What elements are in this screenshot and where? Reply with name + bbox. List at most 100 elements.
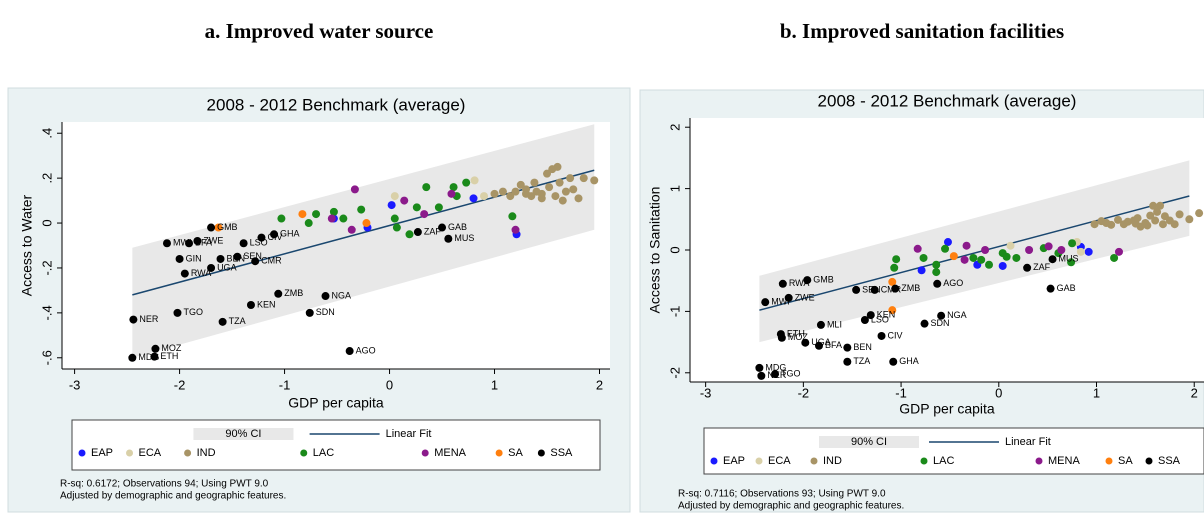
point-label: TZA <box>229 316 246 326</box>
point <box>1114 215 1123 224</box>
point-label: CMR <box>881 284 902 294</box>
panel-title: a. Improved water source <box>205 19 434 43</box>
point <box>462 178 471 187</box>
point-label: GAB <box>1057 283 1076 293</box>
point-label: GMB <box>813 274 834 284</box>
point <box>150 352 159 361</box>
y-tick-label: -2 <box>667 367 682 379</box>
point-label: CMR <box>261 256 282 266</box>
point-label: LSO <box>250 238 268 248</box>
legend-marker <box>300 449 308 457</box>
point <box>778 279 787 288</box>
point <box>1025 246 1034 254</box>
x-tick-label: -3 <box>700 385 712 400</box>
point <box>932 268 941 277</box>
point <box>1156 201 1165 210</box>
legend-label: Linear Fit <box>1005 436 1051 448</box>
note: R-sq: 0.6172; Observations 94; Using PWT… <box>60 479 269 490</box>
point-label: RWA <box>191 268 212 278</box>
point <box>801 338 810 347</box>
legend-marker <box>126 449 134 457</box>
point <box>434 203 443 212</box>
point <box>755 363 764 372</box>
point <box>561 187 570 196</box>
point <box>917 266 926 275</box>
point <box>937 311 946 320</box>
ci-band <box>759 160 1190 343</box>
point <box>412 203 421 212</box>
point <box>843 343 852 352</box>
legend-box <box>71 419 601 471</box>
point <box>350 185 359 194</box>
point <box>447 189 456 198</box>
point <box>933 279 942 288</box>
point <box>761 298 770 307</box>
point <box>345 347 354 356</box>
point <box>543 169 552 178</box>
point <box>129 315 138 324</box>
point-label: TGO <box>183 307 203 317</box>
point <box>1170 220 1179 229</box>
point <box>516 180 525 189</box>
point-label: GHA <box>280 229 300 239</box>
point <box>180 269 189 278</box>
legend-label: MENA <box>1048 455 1080 467</box>
point-label: BFA <box>825 340 842 350</box>
point <box>530 178 539 187</box>
point <box>422 183 431 192</box>
point <box>1195 209 1204 218</box>
point <box>1131 219 1140 228</box>
point <box>490 189 499 198</box>
point <box>1151 216 1160 225</box>
point <box>498 187 507 196</box>
point <box>932 260 941 269</box>
point <box>1114 247 1123 256</box>
legend-label: SSA <box>550 447 573 459</box>
point <box>400 196 409 205</box>
point <box>1143 221 1152 230</box>
point <box>1076 247 1085 256</box>
point <box>1146 211 1155 220</box>
point <box>1067 258 1076 267</box>
point <box>511 187 520 196</box>
point <box>257 233 266 242</box>
chart-title: 2008 - 2012 Benchmark (average) <box>207 95 466 114</box>
legend-label: ECA <box>139 447 162 459</box>
point <box>579 174 588 183</box>
point <box>537 194 546 203</box>
point <box>347 225 356 234</box>
point <box>239 239 248 248</box>
point <box>298 210 307 219</box>
point-label: NGA <box>332 290 352 300</box>
point <box>1012 253 1021 262</box>
point <box>175 254 184 263</box>
point <box>998 261 1007 270</box>
point-label: SDN <box>931 318 950 328</box>
point-label: MDG <box>765 362 786 372</box>
point <box>558 196 567 205</box>
point <box>1158 220 1167 229</box>
point <box>246 301 255 310</box>
point <box>852 285 861 294</box>
fit-line <box>759 195 1190 311</box>
legend-label: IND <box>197 447 216 459</box>
point-label: MOZ <box>788 332 808 342</box>
chart-title: 2008 - 2012 Benchmark (average) <box>818 91 1077 110</box>
point <box>1107 220 1116 229</box>
legend-label: SSA <box>1158 455 1181 467</box>
x-tick-label: -3 <box>69 377 81 392</box>
point-label: ZWE <box>795 292 815 302</box>
point <box>1149 201 1158 210</box>
point-label: ZMB <box>901 283 920 293</box>
legend-marker <box>78 449 86 457</box>
point <box>943 238 952 247</box>
note: R-sq: 0.7116; Observations 93; Using PWT… <box>678 489 886 500</box>
point <box>888 306 897 315</box>
point <box>470 176 479 185</box>
y-tick-label: .2 <box>39 173 54 184</box>
point <box>566 174 575 183</box>
point <box>1175 210 1184 219</box>
point-label: UGA <box>217 262 237 272</box>
point <box>1046 284 1055 293</box>
point <box>1006 241 1015 250</box>
